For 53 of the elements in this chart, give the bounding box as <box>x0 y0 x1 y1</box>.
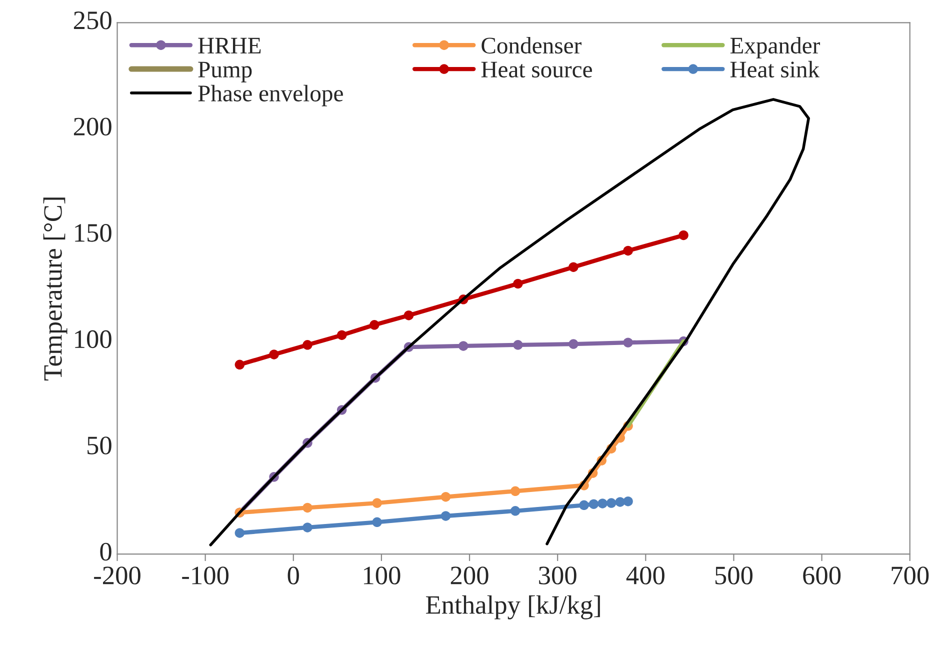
y-tick-label: 150 <box>75 224 112 242</box>
point <box>370 320 380 330</box>
point <box>568 262 578 272</box>
x-tick-label: 700 <box>892 566 929 584</box>
x-tick-label: 600 <box>803 566 841 584</box>
x-tick-label: 300 <box>539 566 576 584</box>
point <box>302 340 312 350</box>
legend-label: Heat sink <box>730 60 820 78</box>
point <box>302 502 312 513</box>
y-axis-title: Temperature [°C] <box>43 198 68 381</box>
legend-label: Phase envelope <box>198 84 343 106</box>
point <box>598 498 608 508</box>
point <box>234 528 245 538</box>
x-tick-label: 500 <box>715 566 753 584</box>
point <box>623 246 633 256</box>
x-tick-label: 200 <box>450 566 488 584</box>
y-tick-label: 50 <box>88 436 112 454</box>
point <box>302 522 312 532</box>
point <box>513 278 523 289</box>
point <box>458 341 468 351</box>
point <box>568 339 578 349</box>
point <box>678 230 688 240</box>
point <box>588 499 599 509</box>
legend-label: Heat source <box>481 62 592 78</box>
legend-label: HRHE <box>198 38 261 54</box>
point <box>440 492 451 502</box>
legend-label: Pump <box>198 62 252 82</box>
point <box>336 330 347 340</box>
x-tick-label: 100 <box>364 566 400 584</box>
point <box>513 340 523 350</box>
y-tick-label: 100 <box>75 330 112 348</box>
legend-label: Condenser <box>482 36 582 54</box>
y-tick-label: 0 <box>100 542 112 561</box>
x-tick-label: -100 <box>182 566 228 584</box>
legend-label: Expander <box>730 36 820 58</box>
point <box>372 498 382 508</box>
x-tick-label: 400 <box>626 566 664 584</box>
point <box>234 360 245 370</box>
point <box>440 511 451 521</box>
point <box>510 506 520 516</box>
point <box>606 498 616 508</box>
x-axis-title: Enthalpy [kJ/kg] <box>426 595 600 620</box>
x-tick-label: 0 <box>288 566 299 584</box>
x-tick-label: -200 <box>94 566 140 584</box>
y-tick-label: 250 <box>74 11 112 30</box>
point <box>404 310 414 320</box>
point <box>269 350 279 360</box>
y-tick-label: 200 <box>74 118 112 136</box>
point <box>623 496 633 506</box>
point <box>372 517 382 528</box>
point <box>510 486 520 496</box>
point <box>623 338 633 348</box>
point <box>579 500 589 510</box>
